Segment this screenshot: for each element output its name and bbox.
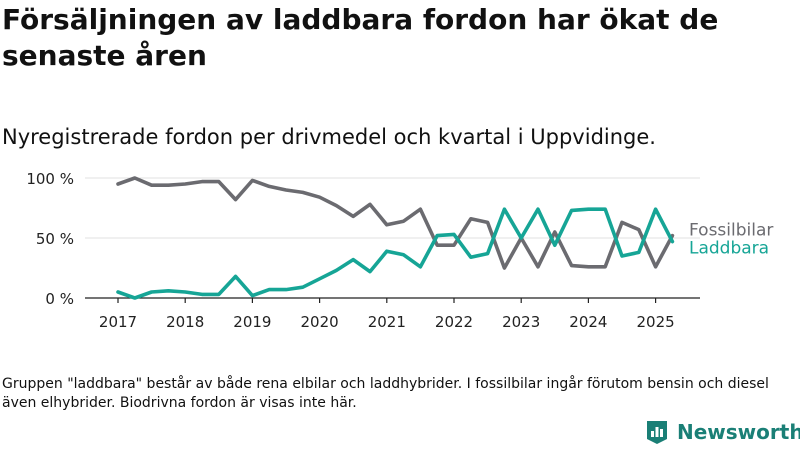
line-chart: 0 % 50 % 100 % 2017 2018 2019 2020 2021 2022 2023… xyxy=(26,170,773,331)
footnote: Gruppen "laddbara" består av både rena e… xyxy=(2,376,769,411)
x-tick-label: 2019 xyxy=(233,313,271,331)
x-tick-label: 2017 xyxy=(99,313,137,331)
y-tick-label: 0 % xyxy=(45,290,74,308)
newsworthy-logo: Newsworthy xyxy=(645,419,800,445)
x-tick-label: 2020 xyxy=(301,313,339,331)
x-tick-label: 2023 xyxy=(502,313,540,331)
newsworthy-logo-text: Newsworthy xyxy=(677,420,800,444)
series-line-laddbara xyxy=(116,207,675,300)
chart-title: Försäljningen av laddbara fordon har öka… xyxy=(2,3,719,72)
x-tick-label: 2022 xyxy=(435,313,473,331)
x-tick-label: 2021 xyxy=(368,313,406,331)
y-tick-label: 100 % xyxy=(26,170,74,188)
series-line-fossilbilar xyxy=(116,176,675,270)
x-tick-label: 2025 xyxy=(637,313,675,331)
x-tick-label: 2018 xyxy=(166,313,204,331)
y-tick-label: 50 % xyxy=(36,230,74,248)
x-tick-label: 2024 xyxy=(569,313,607,331)
chart-subtitle: Nyregistrerade fordon per drivmedel och … xyxy=(2,125,656,149)
series-label-laddbara: Laddbara xyxy=(689,239,769,259)
series-label-fossilbilar: Fossilbilar xyxy=(689,221,773,241)
newsworthy-logo-icon xyxy=(647,421,667,444)
